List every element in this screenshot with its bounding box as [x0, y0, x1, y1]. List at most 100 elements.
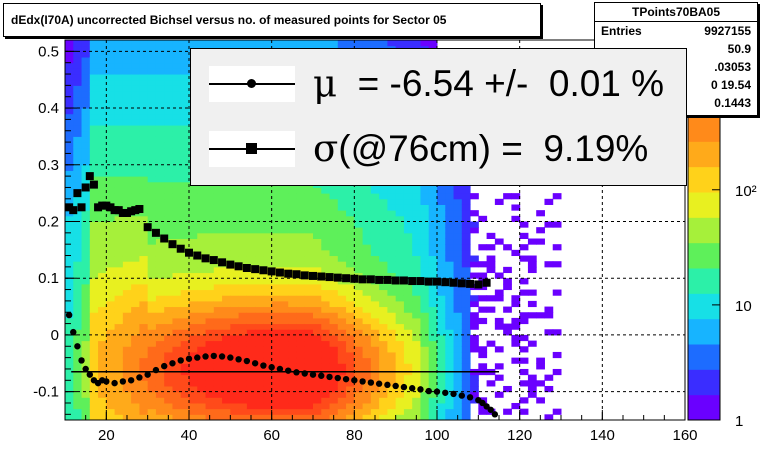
- heatmap-cell: [206, 210, 215, 216]
- heatmap-cell: [156, 392, 165, 398]
- heatmap-cell: [230, 193, 239, 199]
- heatmap-cell: [305, 221, 314, 227]
- heatmap-cell: [222, 363, 231, 369]
- heatmap-cell: [454, 239, 463, 245]
- heatmap-cell: [354, 392, 363, 398]
- heatmap-cell: [156, 290, 165, 296]
- heatmap-cell: [305, 250, 314, 256]
- heatmap-cell: [156, 136, 165, 142]
- heatmap-cell: [263, 210, 272, 216]
- heatmap-cell: [445, 403, 454, 409]
- heatmap-cell: [280, 346, 289, 352]
- heatmap-cell: [181, 397, 190, 403]
- heatmap-cell: [429, 380, 438, 386]
- heatmap-cell: [247, 199, 256, 205]
- heatmap-cell: [338, 403, 347, 409]
- heatmap-cell: [272, 187, 281, 193]
- heatmap-cell: [115, 261, 124, 267]
- heatmap-cell: [181, 380, 190, 386]
- heatmap-cell: [139, 290, 148, 296]
- sigma-point: [90, 181, 98, 189]
- heatmap-cell: [263, 233, 272, 239]
- heatmap-cell: [404, 318, 413, 324]
- heatmap-cell: [139, 63, 148, 69]
- heatmap-cell: [115, 187, 124, 193]
- heatmap-cell: [222, 335, 231, 341]
- heatmap-cell: [106, 142, 115, 148]
- heatmap-cell: [288, 227, 297, 233]
- heatmap-cell: [429, 227, 438, 233]
- heatmap-cell: [139, 352, 148, 358]
- heatmap-cell: [239, 397, 248, 403]
- heatmap-cell: [181, 221, 190, 227]
- heatmap-cell: [330, 267, 339, 273]
- heatmap-cell: [164, 346, 173, 352]
- heatmap-cell: [536, 397, 545, 403]
- heatmap-cell: [156, 261, 165, 267]
- heatmap-cell: [445, 312, 454, 318]
- heatmap-cell: [156, 57, 165, 63]
- heatmap-cell: [363, 267, 372, 273]
- heatmap-cell: [437, 239, 446, 245]
- heatmap-cell: [396, 409, 405, 415]
- heatmap-cell: [106, 233, 115, 239]
- heatmap-cell: [73, 131, 82, 137]
- heatmap-cell: [379, 403, 388, 409]
- heatmap-cell: [313, 346, 322, 352]
- heatmap-cell: [404, 267, 413, 273]
- stats-label: Entries: [601, 22, 642, 40]
- heatmap-cell: [429, 363, 438, 369]
- heatmap-cell: [437, 301, 446, 307]
- heatmap-cell: [65, 176, 74, 182]
- heatmap-cell: [371, 210, 380, 216]
- heatmap-cell: [164, 176, 173, 182]
- heatmap-cell: [131, 63, 140, 69]
- heatmap-cell: [222, 210, 231, 216]
- heatmap-cell: [106, 335, 115, 341]
- heatmap-cell: [354, 204, 363, 210]
- heatmap-cell: [98, 409, 107, 415]
- heatmap-cell: [396, 40, 405, 46]
- heatmap-cell: [106, 239, 115, 245]
- heatmap-cell: [214, 227, 223, 233]
- heatmap-cell: [164, 187, 173, 193]
- heatmap-cell: [106, 363, 115, 369]
- heatmap-cell: [396, 341, 405, 347]
- heatmap-cell: [197, 244, 206, 250]
- heatmap-cell: [131, 51, 140, 57]
- heatmap-cell: [90, 250, 99, 256]
- heatmap-cell: [123, 295, 132, 301]
- heatmap-cell: [454, 290, 463, 296]
- heatmap-cell: [230, 199, 239, 205]
- heatmap-cell: [206, 40, 215, 46]
- heatmap-cell: [164, 40, 173, 46]
- heatmap-cell: [156, 68, 165, 74]
- heatmap-cell: [321, 221, 330, 227]
- heatmap-cell: [272, 227, 281, 233]
- heatmap-cell: [172, 97, 181, 103]
- heatmap-cell: [305, 397, 314, 403]
- heatmap-cell: [123, 187, 132, 193]
- heatmap-cell: [123, 278, 132, 284]
- heatmap-cell: [148, 409, 157, 415]
- heatmap-cell: [437, 187, 446, 193]
- heatmap-cell: [437, 380, 446, 386]
- heatmap-cell: [189, 261, 198, 267]
- heatmap-cell: [321, 409, 330, 415]
- heatmap-cell: [247, 375, 256, 381]
- heatmap-cell: [98, 250, 107, 256]
- heatmap-cell: [288, 324, 297, 330]
- heatmap-cell: [139, 335, 148, 341]
- heatmap-cell: [553, 193, 562, 199]
- heatmap-cell: [437, 397, 446, 403]
- heatmap-cell: [115, 346, 124, 352]
- heatmap-cell: [139, 244, 148, 250]
- heatmap-cell: [172, 176, 181, 182]
- heatmap-cell: [288, 284, 297, 290]
- sigma-point: [375, 276, 383, 284]
- heatmap-cell: [82, 136, 91, 142]
- heatmap-cell: [437, 307, 446, 313]
- heatmap-cell: [90, 295, 99, 301]
- heatmap-cell: [404, 204, 413, 210]
- heatmap-cell: [82, 233, 91, 239]
